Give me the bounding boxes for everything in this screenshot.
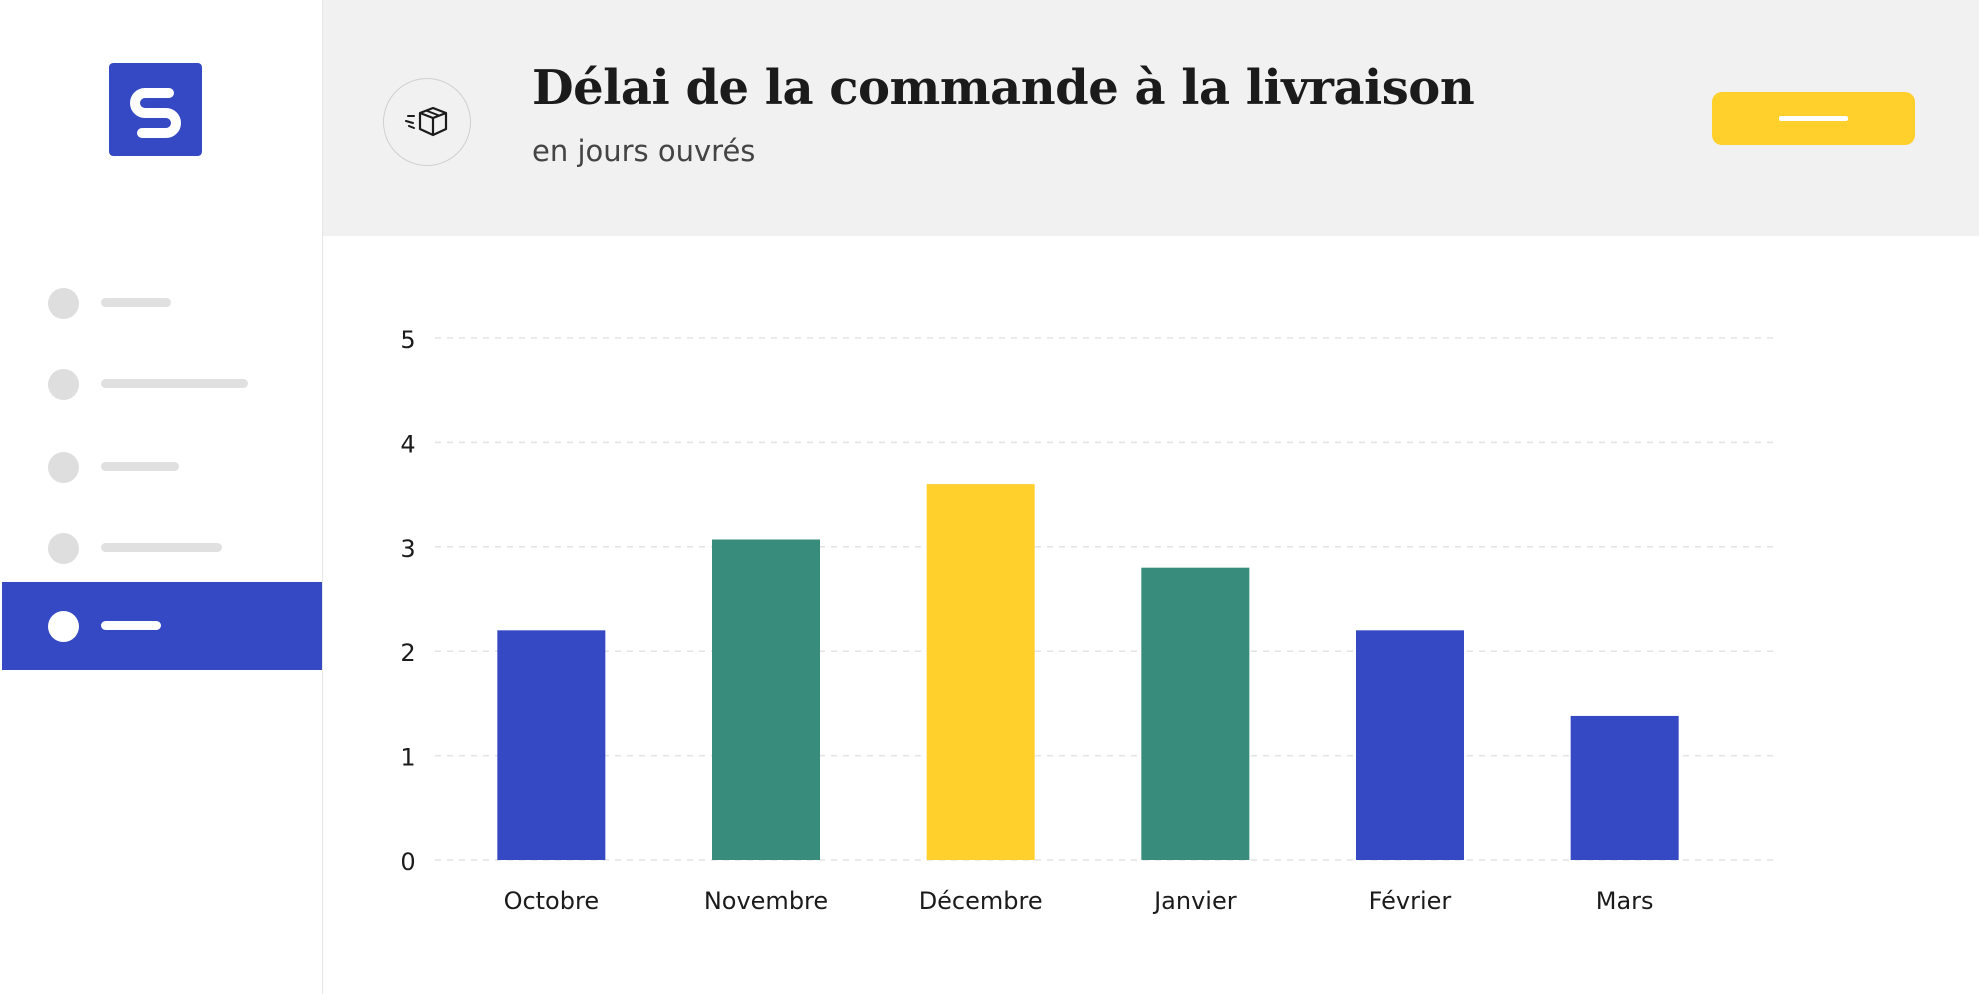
bar-octobre[interactable] [497,630,606,860]
page-header [323,0,1979,236]
nav-dot-icon [48,533,79,564]
y-tick-label-0: 0 [400,848,415,876]
page-subtitle: en jours ouvrés [532,134,756,168]
sidebar-item-2[interactable] [2,341,322,429]
sidebar-item-1[interactable] [2,260,322,348]
x-tick-label-décembre: Décembre [919,887,1043,915]
y-tick-label-3: 3 [400,535,415,563]
brand-logo-icon[interactable] [109,63,202,156]
page-title: Délai de la commande à la livraison [532,60,1475,116]
x-tick-label-mars: Mars [1596,887,1654,915]
x-tick-label-février: Février [1369,887,1452,915]
y-tick-label-1: 1 [400,744,415,772]
x-tick-label-octobre: Octobre [504,887,600,915]
bar-mars[interactable] [1570,715,1679,860]
nav-label-placeholder [101,543,222,552]
sidebar-item-5-active[interactable] [2,582,322,670]
nav-dot-icon [48,611,79,642]
bar-novembre[interactable] [712,539,820,860]
delivery-box-icon [383,78,471,166]
nav-dot-icon [48,452,79,483]
nav-dot-icon [48,288,79,319]
x-tick-label-novembre: Novembre [704,887,828,915]
y-tick-label-5: 5 [400,326,415,354]
bar-chart: 0 1 2 3 4 5 Octobre Novembre Décembre Janvier Févr… [400,326,1773,915]
nav-label-placeholder [101,379,248,388]
bar-janvier[interactable] [1141,567,1250,860]
bar-décembre[interactable] [926,484,1035,860]
sidebar-item-3[interactable] [2,422,322,510]
primary-action-button[interactable] [1712,92,1915,145]
y-tick-label-4: 4 [400,430,415,458]
nav-dot-icon [48,369,79,400]
button-label-placeholder [1779,116,1848,121]
sidebar [0,0,323,994]
nav-label-placeholder [101,621,161,630]
nav-label-placeholder [101,298,171,307]
nav-label-placeholder [101,462,179,471]
x-tick-label-janvier: Janvier [1152,887,1237,915]
bar-février[interactable] [1356,630,1464,860]
sidebar-item-4[interactable] [2,503,322,591]
y-tick-label-2: 2 [400,639,415,667]
